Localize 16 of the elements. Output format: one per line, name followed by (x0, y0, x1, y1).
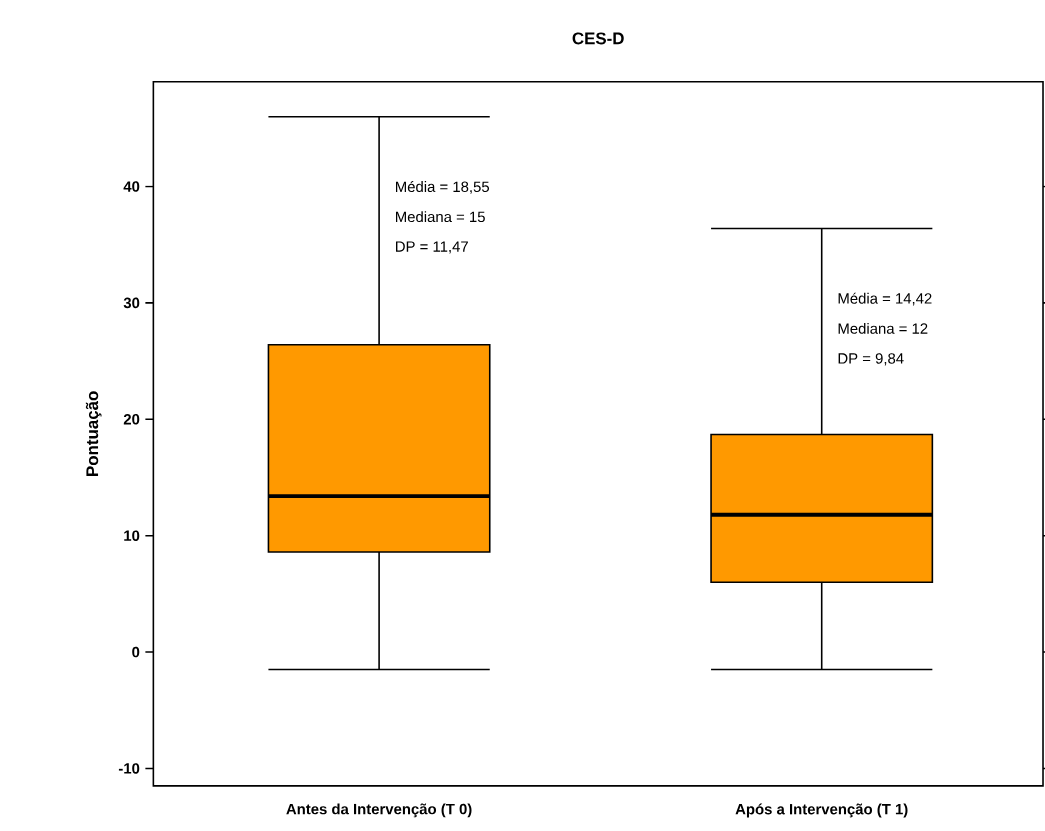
y-tick-label: 20 (123, 414, 140, 425)
chart-title: CES-D (572, 32, 624, 45)
y-axis-title: Pontuação (85, 391, 102, 476)
x-tick-label: Antes da Intervenção (T 0) (286, 803, 472, 818)
y-tick-label: 0 (132, 646, 140, 658)
y-tick-label: 10 (124, 530, 140, 542)
annotation: Mediana = 12 (838, 322, 928, 334)
y-tick-label: 40 (123, 181, 140, 192)
y-tick-label: 30 (123, 297, 140, 309)
x-tick-label: Após a Intervenção (T 1) (735, 803, 908, 818)
annotation: Média = 18,55 (396, 181, 490, 194)
annotation: Mediana = 15 (396, 211, 485, 223)
annotation: DP = 11,47 (396, 241, 468, 254)
annotation: DP = 9,84 (838, 353, 904, 366)
annotation: Média = 14,42 (838, 292, 932, 306)
y-tick-label: -10 (118, 763, 140, 774)
